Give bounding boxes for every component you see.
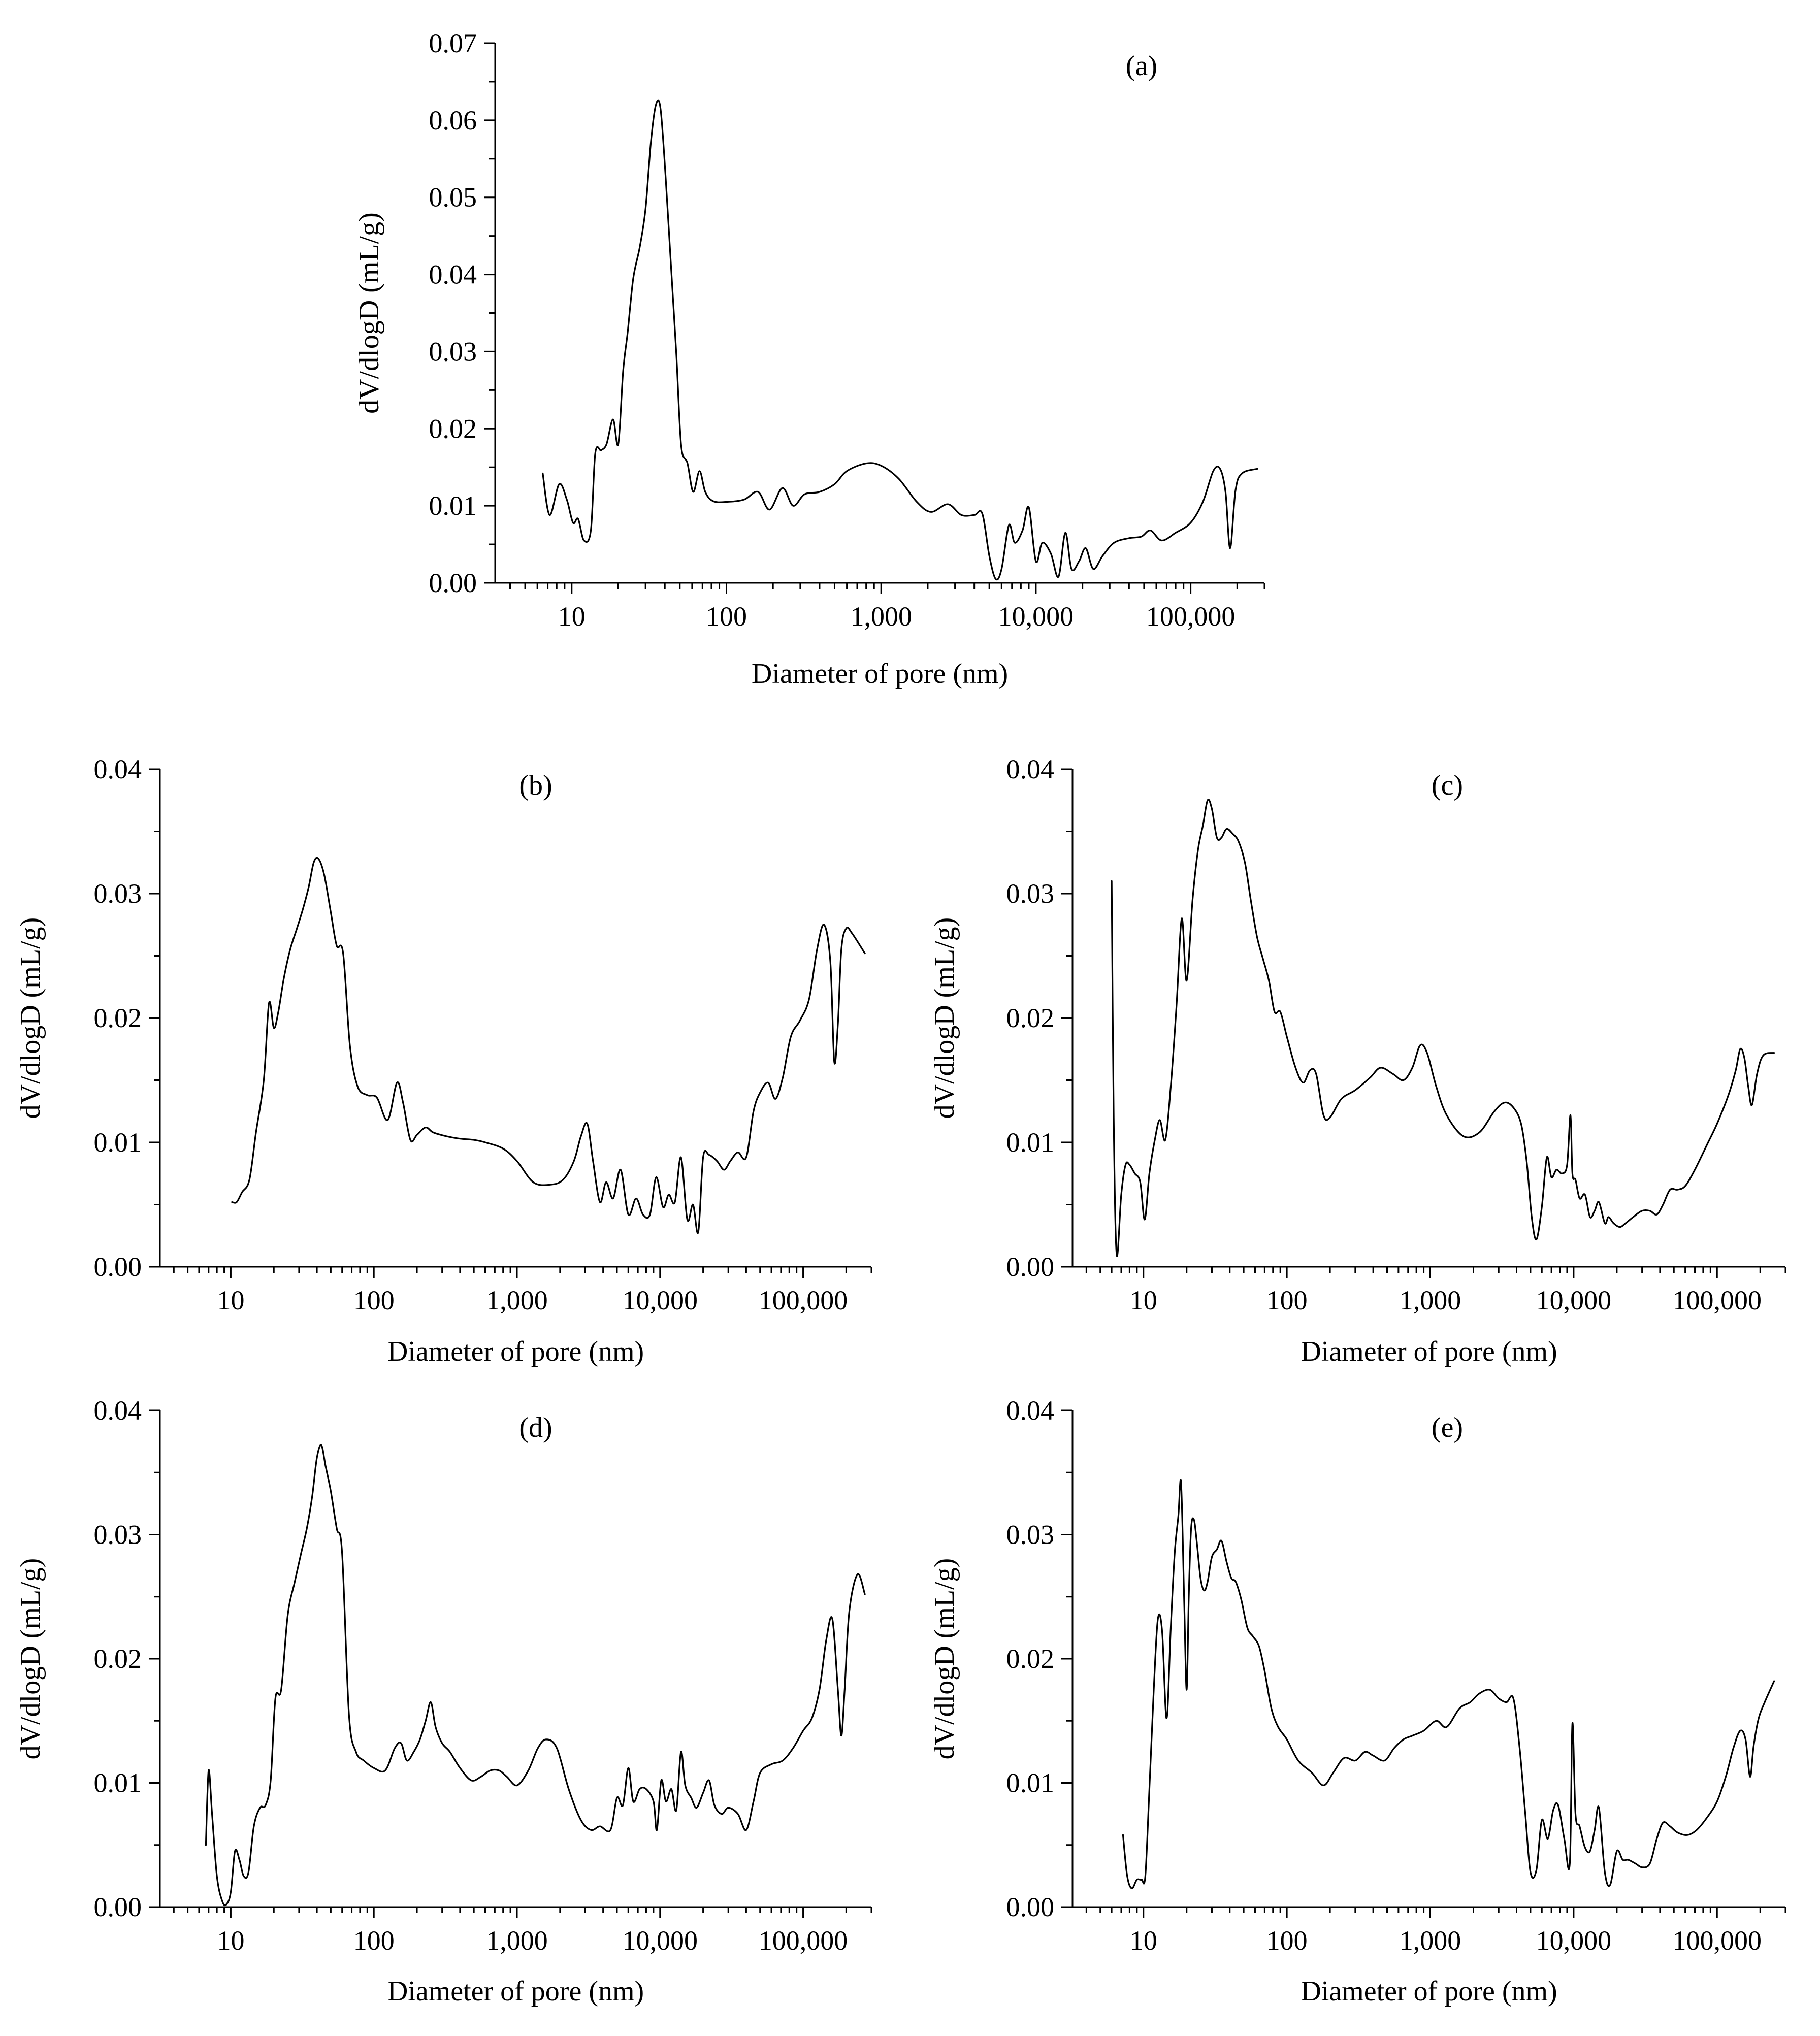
x-tick-label: 1,000 — [486, 1925, 548, 1956]
panel-label: (a) — [1126, 50, 1157, 82]
panel-c: 0.00 0.01 0.02 0.03 0.04 10 100 1,000 10,000 100,… — [929, 754, 1786, 1367]
y-axis-title: dV/dlogD (mL/g) — [929, 917, 960, 1119]
y-tick-label: 0.01 — [1006, 1768, 1055, 1798]
x-tick-label: 10,000 — [1536, 1925, 1612, 1956]
x-tick-label: 100 — [353, 1925, 395, 1956]
y-tick-label: 0.02 — [1006, 1003, 1055, 1033]
y-tick-label: 0.06 — [429, 105, 477, 136]
y-axis-title: dV/dlogD (mL/g) — [353, 212, 385, 414]
panel-a: 0.00 0.01 0.02 0.03 0.04 0.05 0.06 0.07 10 100 1,0… — [353, 28, 1265, 689]
x-tick-label: 100 — [1266, 1285, 1308, 1316]
y-tick-label: 0.02 — [429, 413, 477, 444]
y-axis-title: dV/dlogD (mL/g) — [15, 1558, 46, 1760]
y-tick-label: 0.02 — [1006, 1644, 1055, 1674]
y-tick-label: 0.03 — [94, 878, 142, 909]
y-tick-label: 0.01 — [429, 490, 477, 521]
x-tick-label: 10,000 — [998, 601, 1074, 632]
x-axis-title: Diameter of pore (nm) — [387, 1976, 644, 2007]
y-tick-label: 0.07 — [429, 28, 477, 58]
y-tick-label: 0.01 — [94, 1127, 142, 1158]
x-tick-label: 100,000 — [1673, 1925, 1762, 1956]
panel-d: 0.00 0.01 0.02 0.03 0.04 10 100 1,000 10,000 100,… — [15, 1395, 872, 2007]
y-tick-label: 0.03 — [94, 1520, 142, 1550]
y-tick-label: 0.04 — [429, 259, 477, 290]
y-tick-label: 0.02 — [94, 1644, 142, 1674]
y-tick-label: 0.00 — [1006, 1892, 1055, 1922]
y-tick-label: 0.00 — [94, 1892, 142, 1922]
y-tick-label: 0.00 — [429, 568, 477, 598]
x-tick-label: 10,000 — [623, 1285, 698, 1316]
panel-b: 0.00 0.01 0.02 0.03 0.04 10 100 1,000 10,000 100,… — [15, 754, 872, 1367]
series-line — [542, 99, 1258, 581]
y-tick-label: 0.03 — [1006, 878, 1055, 909]
x-axis-title: Diameter of pore (nm) — [387, 1336, 644, 1367]
y-tick-label: 0.03 — [1006, 1520, 1055, 1550]
y-tick-label: 0.04 — [1006, 754, 1055, 784]
series-line — [205, 1444, 866, 1907]
x-tick-label: 10 — [1130, 1285, 1157, 1316]
x-axis-title: Diameter of pore (nm) — [1301, 1976, 1557, 2007]
y-tick-label: 0.01 — [1006, 1127, 1055, 1158]
x-tick-label: 100,000 — [1146, 601, 1236, 632]
x-tick-label: 1,000 — [1400, 1925, 1461, 1956]
x-tick-label: 10 — [558, 601, 586, 632]
y-tick-label: 0.04 — [94, 1395, 142, 1426]
x-axis-title: Diameter of pore (nm) — [752, 658, 1008, 689]
x-axis-title: Diameter of pore (nm) — [1301, 1336, 1557, 1367]
panel-label: (e) — [1432, 1412, 1463, 1443]
y-axis-title: dV/dlogD (mL/g) — [929, 1558, 960, 1760]
panel-label: (c) — [1432, 770, 1463, 801]
panel-label: (b) — [519, 770, 552, 801]
y-tick-label: 0.04 — [1006, 1395, 1055, 1426]
y-tick-label: 0.00 — [1006, 1252, 1055, 1282]
x-tick-label: 100 — [1266, 1925, 1308, 1956]
y-tick-label: 0.00 — [94, 1252, 142, 1282]
x-tick-label: 100,000 — [759, 1285, 848, 1316]
series-line — [231, 857, 866, 1234]
y-tick-label: 0.02 — [94, 1003, 142, 1033]
x-tick-label: 10 — [217, 1285, 244, 1316]
x-tick-label: 10 — [217, 1925, 244, 1956]
x-tick-label: 100,000 — [1673, 1285, 1762, 1316]
x-tick-label: 1,000 — [850, 601, 912, 632]
x-tick-label: 10 — [1130, 1925, 1157, 1956]
x-tick-label: 100 — [706, 601, 747, 632]
series-line — [1122, 1479, 1775, 1889]
panel-e: 0.00 0.01 0.02 0.03 0.04 10 100 1,000 10,000 100,… — [929, 1395, 1786, 2007]
y-axis-title: dV/dlogD (mL/g) — [15, 917, 46, 1119]
x-tick-label: 1,000 — [486, 1285, 548, 1316]
y-tick-label: 0.01 — [94, 1768, 142, 1798]
panel-label: (d) — [519, 1412, 552, 1443]
series-line — [1111, 799, 1775, 1257]
x-tick-label: 1,000 — [1400, 1285, 1461, 1316]
x-tick-label: 100,000 — [759, 1925, 848, 1956]
y-tick-label: 0.04 — [94, 754, 142, 784]
x-tick-label: 100 — [353, 1285, 395, 1316]
y-tick-label: 0.05 — [429, 182, 477, 213]
y-tick-label: 0.03 — [429, 336, 477, 367]
x-tick-label: 10,000 — [623, 1925, 698, 1956]
x-tick-label: 10,000 — [1536, 1285, 1612, 1316]
